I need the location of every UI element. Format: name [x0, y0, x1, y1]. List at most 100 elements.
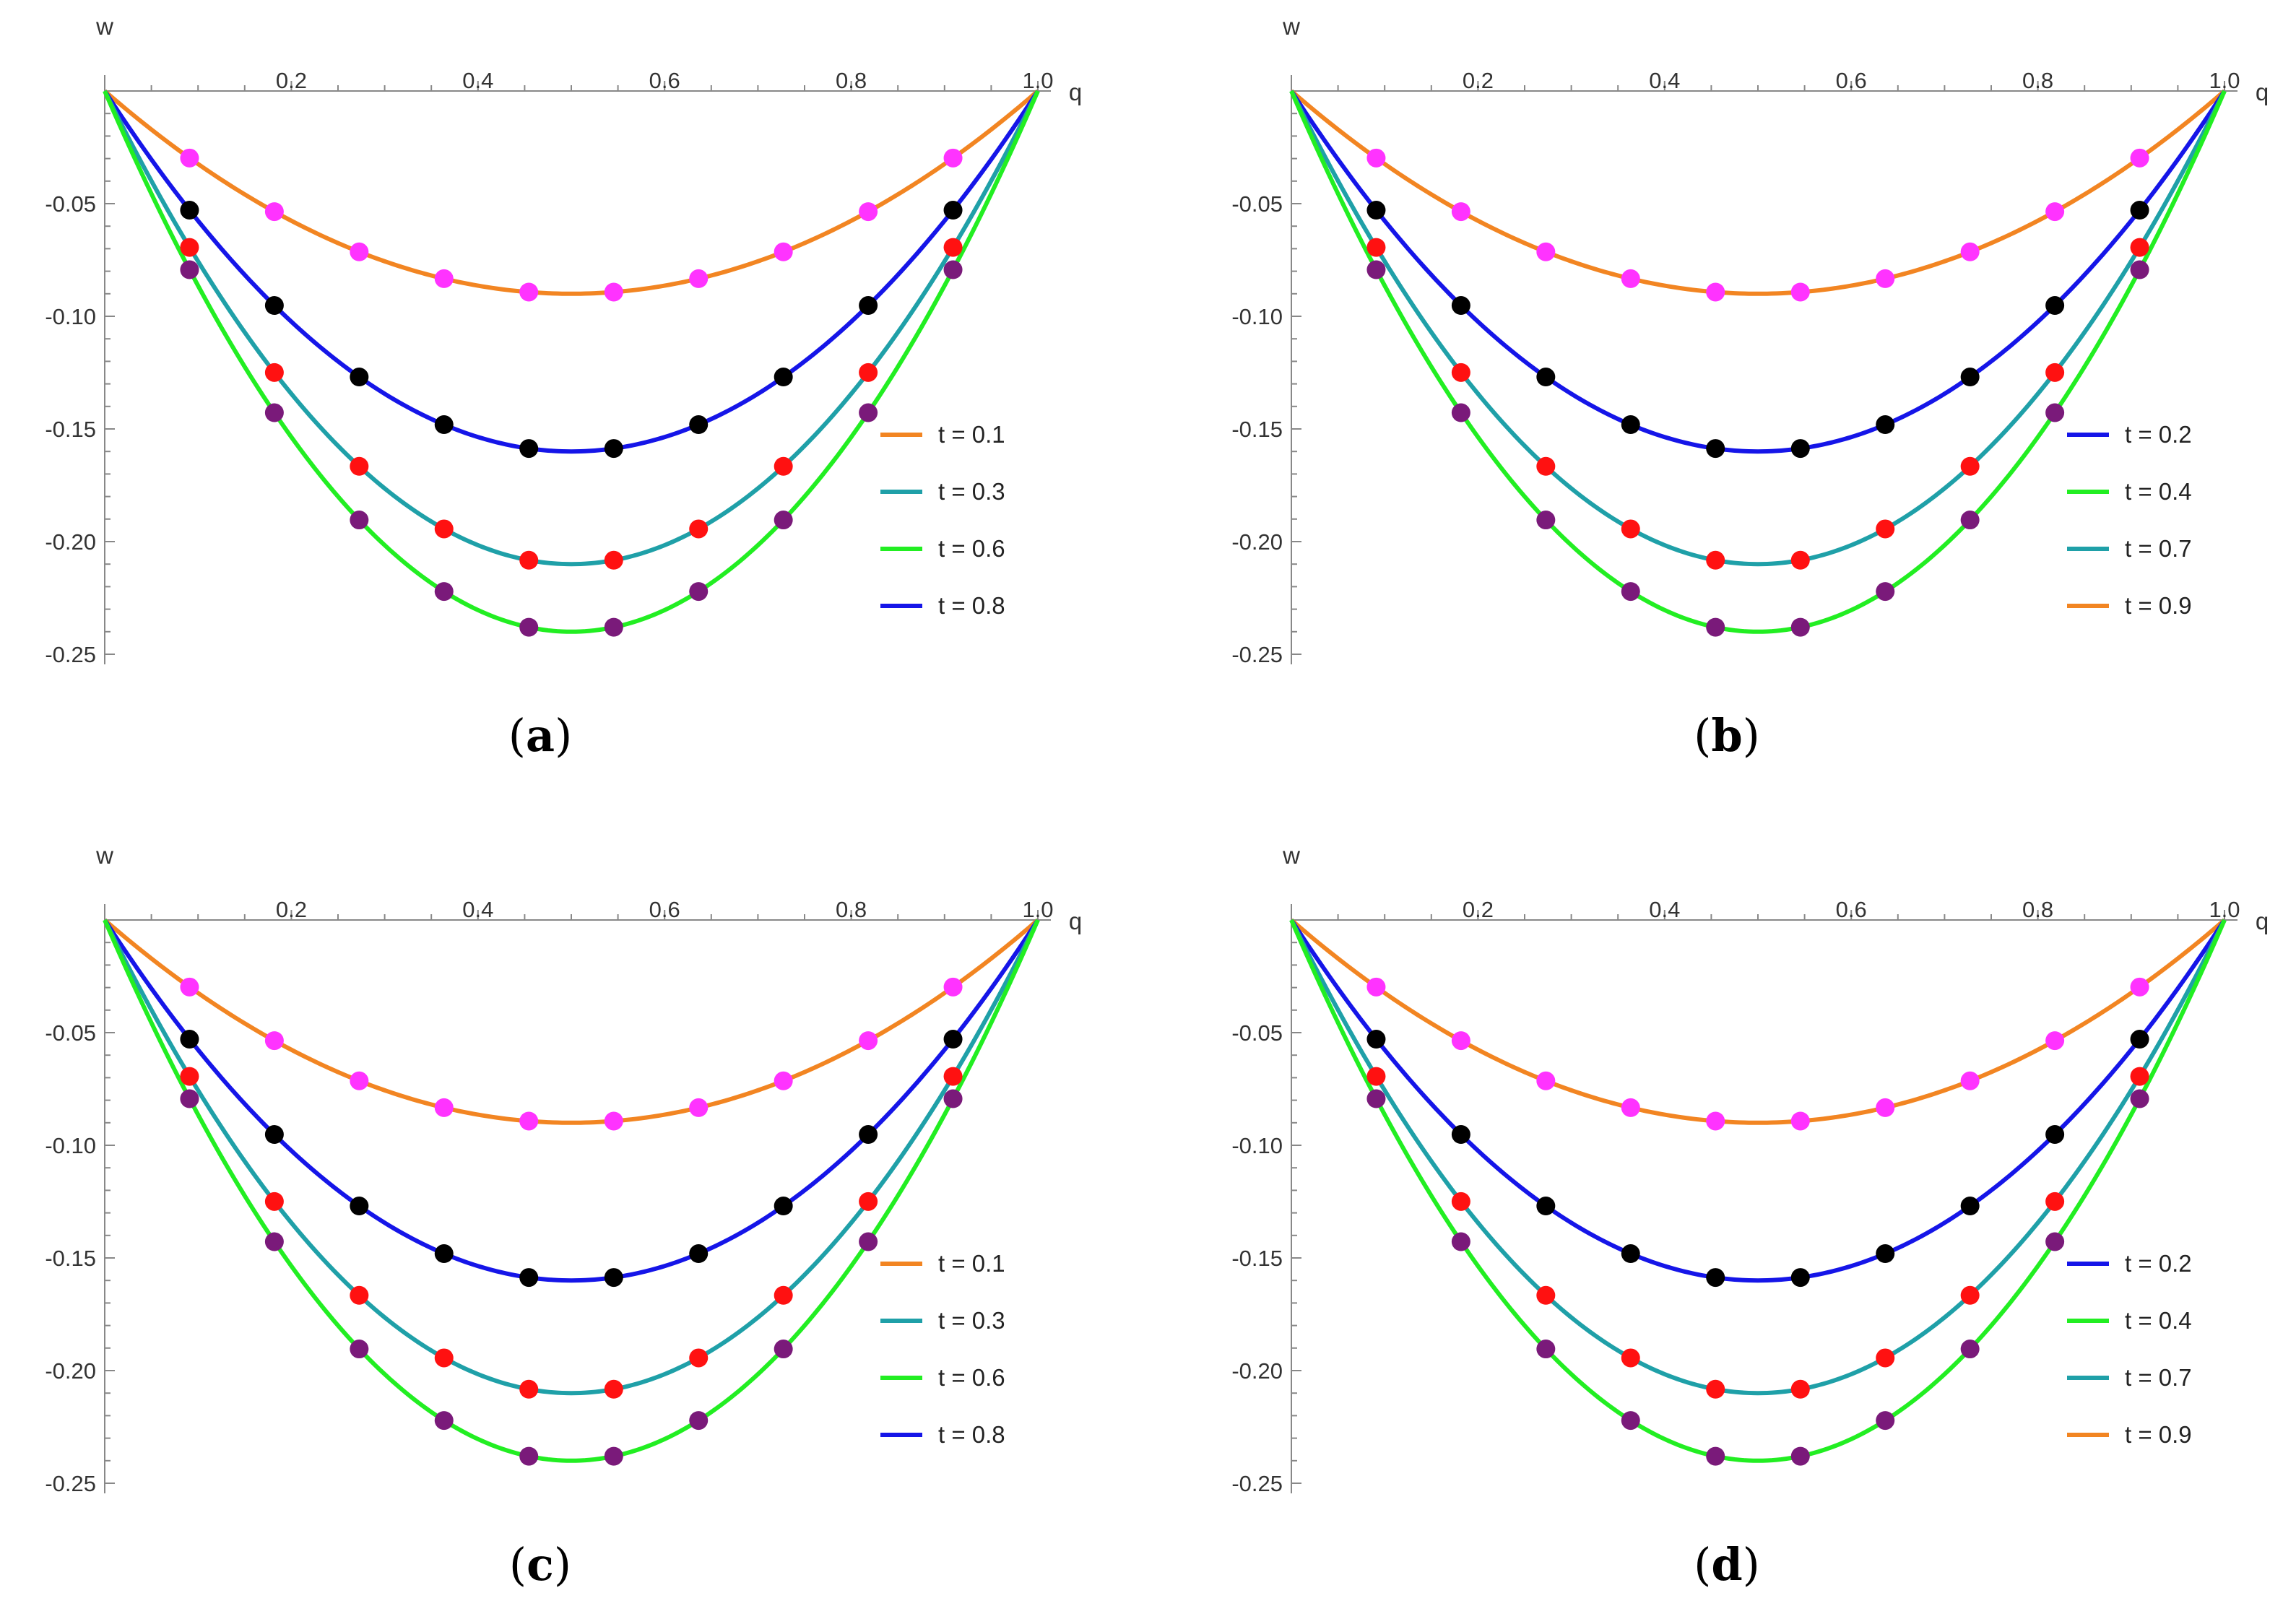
data-point — [264, 1125, 284, 1145]
data-point — [519, 1268, 539, 1288]
data-point — [1451, 403, 1470, 422]
data-point — [1366, 977, 1386, 997]
data-point — [1366, 238, 1386, 257]
y-tick-label: -0.15 — [1231, 417, 1283, 442]
data-point — [689, 1411, 709, 1431]
legend-label: t = 0.6 — [938, 535, 1005, 562]
legend-label: t = 0.7 — [2125, 535, 2192, 562]
data-point — [350, 1197, 369, 1216]
data-point — [1790, 439, 1810, 459]
series-line — [103, 90, 1040, 454]
legend-label: t = 0.3 — [938, 1307, 1005, 1334]
panel-caption: (a) — [508, 709, 573, 762]
data-point — [1790, 550, 1810, 570]
data-point — [2130, 1030, 2149, 1049]
series-line — [1289, 90, 2227, 567]
data-point — [604, 439, 623, 459]
data-point — [689, 582, 709, 602]
data-point — [264, 202, 284, 222]
data-point — [1366, 201, 1386, 220]
data-point — [1451, 1232, 1470, 1251]
x-tick-label: 0.4 — [462, 897, 493, 922]
data-point — [689, 519, 709, 539]
data-point — [1451, 1125, 1470, 1145]
series-line — [103, 919, 1040, 1283]
x-tick-label: 0.4 — [462, 68, 493, 93]
data-point — [1536, 1285, 1556, 1305]
data-point — [1706, 439, 1725, 459]
data-point — [1790, 1379, 1810, 1399]
data-point — [1960, 1340, 1980, 1359]
series-line — [1289, 90, 2227, 634]
data-point — [2130, 238, 2149, 257]
data-point — [604, 1379, 623, 1399]
data-point — [519, 1379, 539, 1399]
panel-caption-letter: c — [527, 1538, 554, 1591]
y-tick-label: -0.15 — [1231, 1246, 1283, 1271]
data-point — [264, 363, 284, 382]
panel-caption-close: ) — [554, 1538, 571, 1591]
x-tick-label: 1.0 — [1022, 68, 1053, 93]
legend-label: t = 0.8 — [938, 592, 1005, 619]
data-point — [774, 1285, 793, 1305]
y-tick-label: -0.05 — [1231, 191, 1283, 217]
data-point — [604, 1446, 623, 1466]
y-axis-label: w — [1282, 13, 1300, 40]
data-point — [264, 403, 284, 422]
y-tick-label: -0.15 — [45, 417, 96, 442]
data-point — [774, 1197, 793, 1216]
legend-label: t = 0.4 — [2125, 1307, 2192, 1334]
panel-caption-close: ) — [1743, 709, 1760, 762]
data-point — [1706, 617, 1725, 637]
data-point — [859, 403, 878, 422]
panel-d: 0.2 0.4 0.6 0.8 1.0 -0.05 -0.10 -0.15 -0.20 -0.25… — [1231, 842, 2269, 1591]
data-point — [1706, 1111, 1725, 1131]
x-tick-label: 0.6 — [1836, 68, 1867, 93]
data-point — [689, 415, 709, 435]
data-point — [1536, 456, 1556, 476]
data-point — [1706, 1379, 1725, 1399]
data-point — [264, 1232, 284, 1251]
x-tick-label: 0.2 — [1463, 68, 1494, 93]
data-point — [1960, 242, 1980, 261]
series-line — [1290, 918, 2226, 1125]
data-point — [180, 1030, 199, 1049]
data-point — [264, 296, 284, 316]
data-point — [180, 201, 199, 220]
data-point — [1451, 363, 1470, 382]
data-point — [943, 238, 963, 257]
y-tick-label: -0.20 — [45, 1358, 96, 1384]
series-line — [103, 89, 1039, 296]
x-tick-label: 0.8 — [2022, 68, 2053, 93]
data-point — [689, 269, 709, 288]
data-point — [519, 1446, 539, 1466]
data-point — [689, 1098, 709, 1117]
data-point — [1790, 1111, 1810, 1131]
data-point — [689, 1244, 709, 1264]
data-point — [2045, 363, 2065, 382]
panel-caption-letter: a — [526, 709, 555, 762]
legend-label: t = 0.4 — [2125, 478, 2192, 505]
y-tick-label: -0.20 — [1231, 529, 1283, 555]
data-point — [434, 1411, 454, 1431]
data-point — [1790, 1446, 1810, 1466]
data-point — [350, 456, 369, 476]
panel-b: 0.2 0.4 0.6 0.8 1.0 -0.05 -0.10 -0.15 -0.20 -0.25… — [1231, 13, 2269, 762]
data-point — [943, 201, 963, 220]
data-point — [1790, 617, 1810, 637]
data-point — [859, 1031, 878, 1051]
data-point — [2045, 202, 2065, 222]
legend-label: t = 0.2 — [2125, 421, 2192, 448]
data-point — [350, 1285, 369, 1305]
data-point — [943, 1089, 963, 1108]
data-point — [434, 415, 454, 435]
data-point — [1876, 415, 1895, 435]
data-point — [1621, 269, 1640, 288]
legend-label: t = 0.6 — [938, 1364, 1005, 1391]
data-point — [519, 282, 539, 302]
data-point — [1621, 519, 1640, 539]
x-tick-label: 0.6 — [1836, 897, 1867, 922]
x-tick-label: 0.6 — [649, 897, 680, 922]
data-point — [1366, 260, 1386, 279]
y-tick-label: -0.25 — [45, 642, 96, 667]
